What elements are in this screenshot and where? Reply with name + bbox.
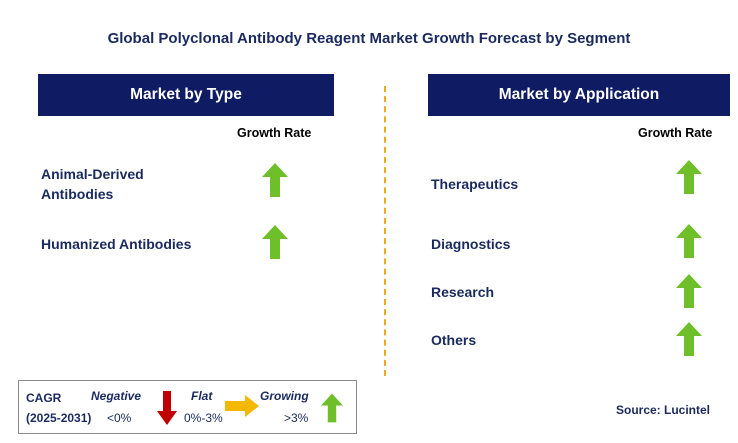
type-growth-rate-label: Growth Rate	[237, 126, 312, 140]
segment-label-others: Others	[431, 332, 477, 348]
type-panel-header: Market by Type	[38, 74, 334, 116]
segment-label-line: Humanized Antibodies	[41, 236, 192, 252]
legend-negative-range: <0%	[107, 411, 132, 425]
negative-arrow-icon	[157, 391, 177, 425]
growing-arrow-icon	[676, 160, 702, 194]
growing-arrow-icon	[262, 163, 288, 197]
legend-flat-range: 0%-3%	[184, 411, 223, 425]
panel-divider	[384, 86, 386, 376]
segment-label-therapeutics: Therapeutics	[431, 176, 519, 192]
cagr-legend: CAGR (2025-2031) Negative <0% Flat 0%-3%…	[18, 380, 357, 434]
growing-arrow-icon	[676, 322, 702, 356]
segment-label-humanized: Humanized Antibodies	[41, 234, 191, 254]
source-label: Source: Lucintel	[616, 403, 711, 417]
application-panel-header: Market by Application	[428, 74, 730, 116]
flat-arrow-icon	[225, 395, 259, 417]
chart-title: Global Polyclonal Antibody Reagent Marke…	[107, 30, 631, 47]
legend-cagr-label: CAGR	[26, 391, 62, 405]
segment-label-line: Animal-Derived	[41, 166, 144, 182]
growing-arrow-icon	[676, 224, 702, 258]
segment-label-research: Research	[431, 284, 495, 300]
legend-negative-label: Negative	[91, 389, 142, 403]
segment-label-animal-derived: Animal-Derived Antibodies	[41, 164, 144, 204]
growing-arrow-icon	[262, 225, 288, 259]
segment-label-line: Antibodies	[41, 186, 114, 202]
growing-arrow-icon	[321, 393, 343, 423]
legend-period: (2025-2031)	[26, 411, 92, 425]
legend-growing-range: >3%	[284, 411, 309, 425]
legend-growing-label: Growing	[260, 389, 309, 403]
application-growth-rate-label: Growth Rate	[638, 126, 713, 140]
growing-arrow-icon	[676, 274, 702, 308]
segment-label-diagnostics: Diagnostics	[431, 236, 511, 252]
application-panel-header-label: Market by Application	[498, 86, 660, 103]
type-panel-header-label: Market by Type	[130, 86, 242, 103]
legend-flat-label: Flat	[191, 389, 213, 403]
